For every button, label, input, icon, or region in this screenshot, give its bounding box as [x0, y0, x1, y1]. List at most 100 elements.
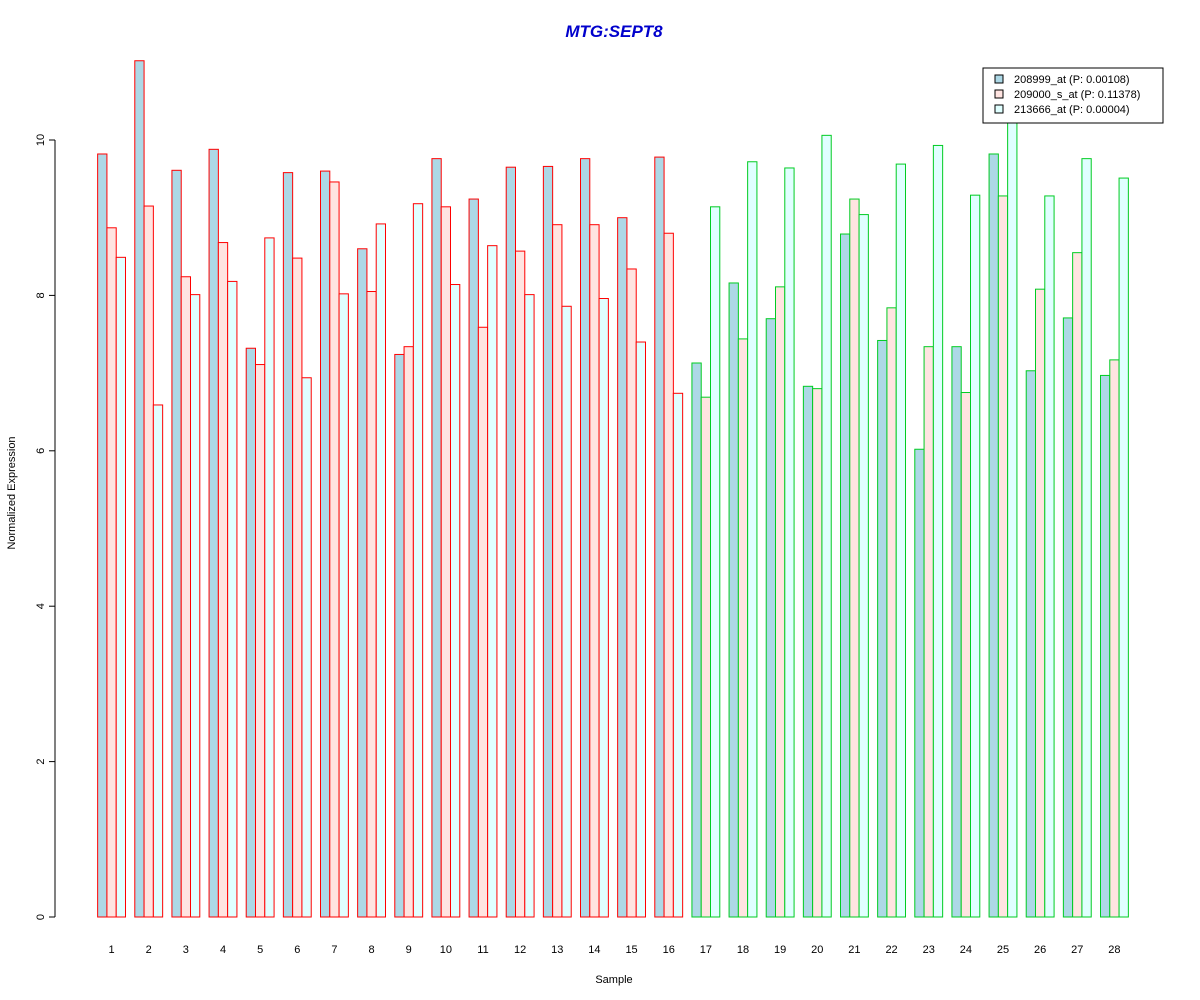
x-tick-label: 8	[369, 944, 375, 956]
bar-sample-15-series-3	[635, 341, 647, 918]
bar-sample-22-series-2	[886, 307, 897, 918]
x-tick-label: 23	[923, 944, 935, 956]
y-tick-label: 8	[35, 292, 47, 298]
bar-sample-20-series-2	[812, 388, 823, 918]
bar-sample-23-series-1	[914, 448, 925, 918]
x-tick-label: 24	[960, 944, 972, 956]
bar-sample-18-series-1	[728, 282, 739, 918]
bar-sample-22-series-3	[895, 163, 907, 918]
bar-sample-26-series-2	[1035, 288, 1046, 918]
bar-sample-7-series-1	[320, 170, 331, 918]
bar-sample-7-series-2	[329, 181, 340, 918]
x-tick-label: 20	[811, 944, 823, 956]
bar-sample-25-series-3	[1007, 118, 1018, 918]
legend-label: 209000_s_at (P: 0.11378)	[1014, 89, 1140, 101]
x-tick-label: 2	[146, 944, 152, 956]
x-tick-label: 13	[551, 944, 563, 956]
bar-sample-17-series-3	[710, 206, 721, 918]
bar-sample-2-series-1	[134, 60, 145, 918]
bar-sample-19-series-1	[765, 318, 777, 918]
bar-sample-4-series-3	[227, 280, 238, 918]
bar-sample-27-series-1	[1062, 317, 1074, 918]
bar-sample-4-series-1	[208, 148, 219, 918]
x-tick-label: 25	[997, 944, 1009, 956]
bar-sample-1-series-3	[115, 256, 126, 918]
bar-sample-27-series-3	[1081, 158, 1092, 918]
bar-sample-8-series-1	[357, 248, 368, 918]
y-tick-label: 10	[35, 134, 47, 146]
x-tick-label: 10	[440, 944, 452, 956]
bar-sample-6-series-3	[301, 377, 312, 918]
x-tick-label: 17	[700, 944, 712, 956]
legend-swatch	[994, 104, 1004, 114]
bar-sample-1-series-2	[106, 227, 117, 918]
bar-sample-9-series-3	[412, 203, 424, 918]
x-tick-label: 22	[885, 944, 897, 956]
x-tick-label: 6	[294, 944, 300, 956]
y-axis: 0 2 4 6 8 10	[35, 134, 56, 920]
bars	[97, 60, 1129, 918]
bar-sample-14-series-2	[589, 224, 600, 918]
bar-sample-21-series-3	[858, 214, 869, 918]
bar-sample-12-series-3	[524, 294, 535, 918]
bar-sample-19-series-2	[775, 286, 786, 918]
bar-sample-9-series-1	[394, 353, 405, 918]
bar-sample-18-series-2	[737, 338, 749, 918]
legend-box	[982, 67, 1164, 124]
bar-sample-24-series-2	[960, 392, 972, 918]
x-tick-label: 14	[588, 944, 600, 956]
legend-swatch	[994, 74, 1004, 84]
bar-sample-14-series-1	[580, 158, 591, 918]
bar-sample-28-series-2	[1109, 359, 1120, 918]
x-axis-label: Sample	[595, 974, 632, 986]
bar-sample-17-series-1	[691, 362, 702, 918]
bar-sample-21-series-1	[840, 233, 851, 918]
legend-label: 213666_at (P: 0.00004)	[1014, 104, 1130, 116]
x-tick-label: 16	[663, 944, 675, 956]
bar-sample-11-series-2	[477, 326, 489, 918]
bar-sample-3-series-1	[171, 169, 182, 918]
bar-sample-8-series-2	[366, 291, 377, 918]
bar-sample-10-series-2	[440, 206, 451, 918]
y-tick-label: 0	[35, 914, 47, 920]
bar-sample-15-series-1	[617, 217, 628, 918]
legend: 208999_at (P: 0.00108) 209000_s_at (P: 0.…	[982, 67, 1164, 124]
bar-sample-6-series-1	[282, 172, 294, 918]
y-axis-label: Normalized Expression	[6, 436, 18, 549]
bar-sample-11-series-3	[487, 245, 498, 918]
x-tick-label: 18	[737, 944, 749, 956]
bar-sample-19-series-3	[784, 167, 795, 918]
bar-sample-22-series-1	[877, 339, 888, 918]
x-axis: 1 2 3 4 5 6 7 8 9 10 11 12 13 14 15 16 17 18 19 20 21 22 23 24 2…	[109, 944, 1121, 956]
bar-sample-23-series-2	[923, 346, 934, 918]
bar-sample-16-series-3	[672, 392, 684, 918]
bar-sample-15-series-2	[626, 268, 637, 918]
bar-sample-13-series-2	[552, 224, 563, 918]
legend-swatch	[994, 89, 1004, 99]
bar-sample-28-series-3	[1118, 177, 1129, 918]
bar-sample-12-series-2	[515, 250, 526, 918]
bar-sample-16-series-1	[654, 156, 665, 918]
bar-sample-1-series-1	[97, 153, 108, 918]
x-tick-label: 4	[220, 944, 226, 956]
x-tick-label: 15	[625, 944, 637, 956]
bar-sample-26-series-3	[1044, 195, 1055, 918]
bar-sample-13-series-1	[542, 165, 554, 918]
bar-sample-20-series-1	[802, 385, 814, 918]
bar-sample-6-series-2	[292, 257, 303, 918]
bar-sample-10-series-3	[450, 284, 461, 918]
bar-sample-28-series-1	[1100, 374, 1111, 918]
bar-sample-10-series-1	[431, 158, 442, 918]
bar-sample-16-series-2	[663, 232, 674, 918]
x-tick-label: 19	[774, 944, 786, 956]
bar-sample-17-series-2	[700, 396, 712, 918]
bar-sample-5-series-1	[245, 347, 257, 918]
bar-sample-2-series-2	[143, 205, 154, 918]
x-tick-label: 26	[1034, 944, 1046, 956]
bar-sample-25-series-2	[997, 195, 1009, 918]
bar-sample-5-series-2	[255, 364, 266, 918]
chart-title: MTG:SEPT8	[565, 22, 663, 41]
bar-sample-3-series-3	[190, 294, 201, 918]
legend-label: 208999_at (P: 0.00108)	[1014, 74, 1130, 86]
x-tick-label: 3	[183, 944, 189, 956]
